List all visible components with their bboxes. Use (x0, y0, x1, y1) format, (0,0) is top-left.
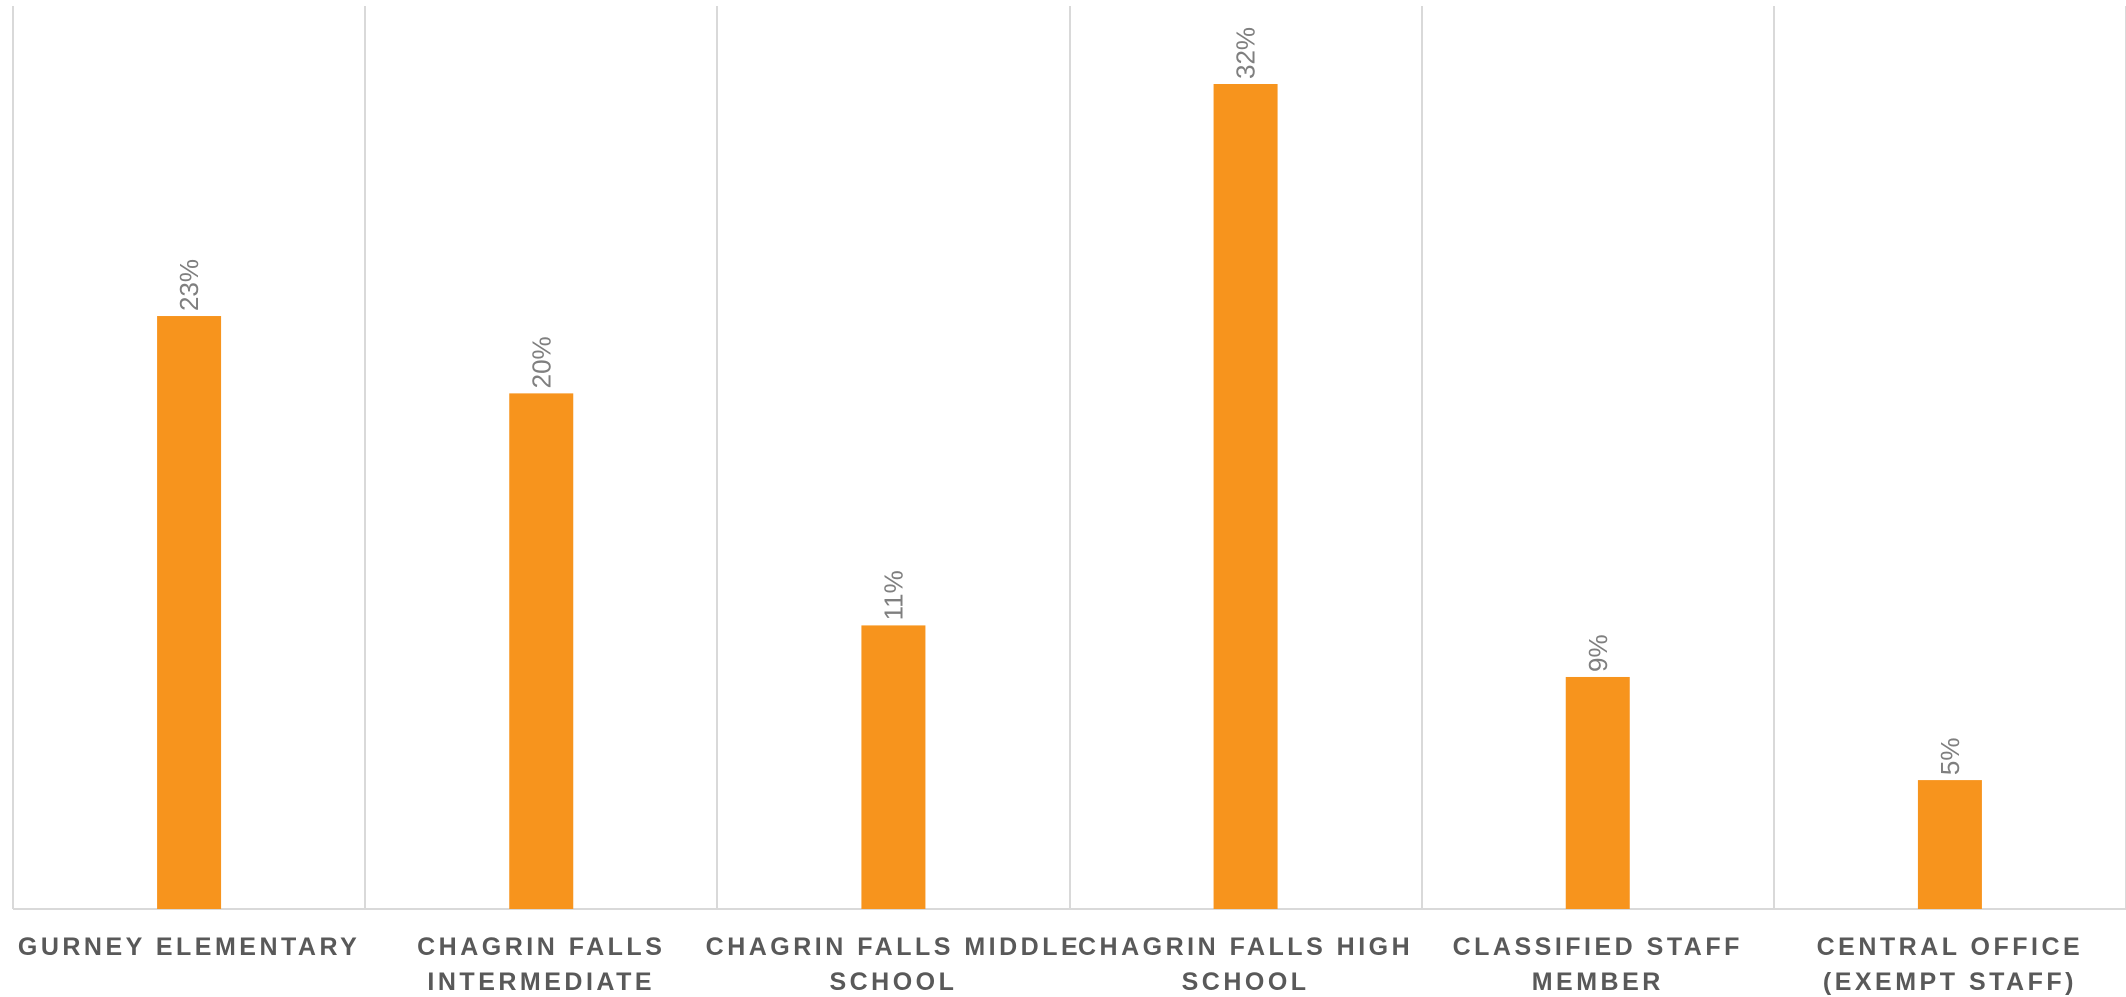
bar (1213, 84, 1278, 909)
gridlines (12, 6, 2126, 910)
category-label: CLASSIFIED STAFF (1453, 933, 1743, 961)
bar (1917, 780, 1982, 909)
bar (861, 625, 926, 909)
category-label: MEMBER (1532, 968, 1664, 996)
category-label: INTERMEDIATE (427, 968, 655, 996)
bars (157, 84, 1982, 909)
category-label: SCHOOL (1182, 968, 1310, 996)
data-label: 9% (1583, 634, 1613, 672)
category-label: GURNEY ELEMENTARY (18, 933, 360, 961)
data-label: 20% (526, 336, 556, 388)
category-label: CENTRAL OFFICE (1817, 933, 2084, 961)
data-labels: 23% 20% 11% 32% 9% 5% (174, 27, 1965, 775)
bar (509, 393, 574, 909)
data-label: 32% (1231, 27, 1261, 79)
category-label: (EXEMPT STAFF) (1823, 968, 2077, 996)
data-label: 23% (174, 259, 204, 311)
category-label: SCHOOL (829, 968, 957, 996)
category-label: CHAGRIN FALLS (417, 933, 665, 961)
data-label: 11% (878, 570, 908, 620)
category-label: CHAGRIN FALLS MIDDLE (706, 933, 1082, 961)
data-label: 5% (1935, 738, 1965, 776)
category-label: CHAGRIN FALLS HIGH (1078, 933, 1413, 961)
bar (1565, 676, 1630, 909)
bar (157, 316, 222, 909)
category-labels: GURNEY ELEMENTARY CHAGRIN FALLS INTERMEDIA… (18, 933, 2084, 996)
